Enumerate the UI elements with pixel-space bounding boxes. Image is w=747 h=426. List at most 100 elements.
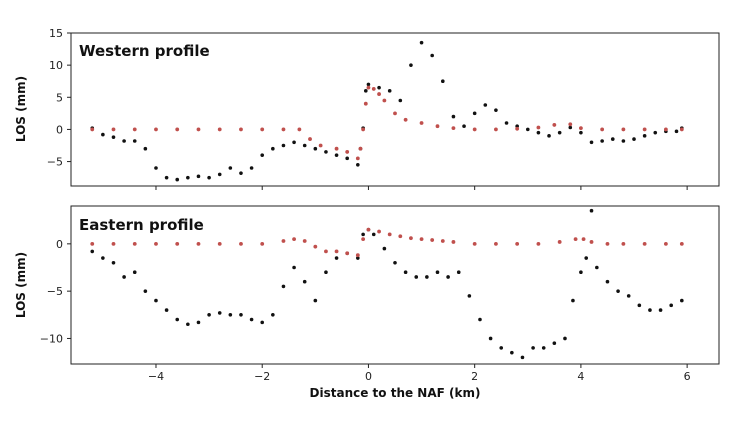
panel-western-observed-point	[419, 40, 424, 45]
panel-eastern-model-point	[663, 241, 668, 246]
panel-western-model-point	[355, 156, 360, 161]
panel-eastern-model-point	[679, 241, 684, 246]
x-tick-label: −4	[148, 370, 164, 383]
panel-eastern-observed-point	[589, 208, 594, 213]
panel-eastern-model-point	[589, 240, 594, 244]
x-tick-label: 2	[471, 370, 478, 383]
panel-western-observed-point	[366, 82, 371, 87]
panel-eastern-observed-point	[571, 298, 575, 303]
panel-eastern-observed-point	[154, 298, 158, 303]
panel-eastern-observed-point	[531, 346, 535, 350]
panel-eastern-observed-point	[371, 232, 376, 237]
panel-eastern-model-point	[154, 241, 158, 246]
panel-eastern-y-tick-label: −5	[47, 285, 63, 298]
panel-eastern-model-point	[355, 253, 360, 258]
panel-eastern-observed-point	[361, 232, 365, 237]
panel-eastern-observed-point	[595, 265, 599, 270]
panel-western-observed-point	[260, 153, 265, 157]
panel-eastern-model-point	[536, 241, 541, 246]
panel-eastern-observed-point	[605, 279, 610, 284]
panel-eastern-observed-point	[478, 317, 482, 322]
panel-western-model-point	[515, 126, 520, 131]
panel-eastern-observed-point	[382, 246, 387, 251]
panel-western-observed-point	[536, 130, 541, 135]
panel-western-model-point	[435, 124, 440, 129]
panel-eastern-observed-point	[403, 270, 408, 275]
panel-eastern-observed-point	[249, 317, 254, 322]
panel-western-observed-point	[164, 175, 169, 180]
panel-eastern-observed-point	[467, 294, 472, 298]
panel-western-ylabel: LOS (mm)	[14, 76, 28, 142]
panel-eastern-observed-point	[90, 249, 95, 254]
panel-western-model-point	[568, 122, 573, 127]
panel-western-model-point	[621, 127, 626, 132]
panel-western-model-point	[600, 127, 605, 132]
panel-eastern-model-point	[377, 229, 381, 234]
panel-eastern-observed-series	[90, 208, 684, 360]
panel-western-observed-point	[568, 125, 573, 130]
panel-western-y-tick-label: −5	[47, 156, 63, 169]
panel-western-observed-point	[653, 130, 658, 135]
panel-western-y-tick-label: 15	[49, 27, 63, 40]
panel-western-observed-point	[579, 130, 583, 135]
panel-eastern-observed-point	[143, 289, 148, 293]
panel-eastern-model-point	[196, 241, 201, 246]
panel-western-observed-point	[249, 166, 254, 170]
panel-eastern: Eastern profile LOS (mm) −10 −5 0 −4 −2 0 2 4 6	[14, 205, 720, 383]
panel-eastern-observed-point	[456, 270, 461, 275]
panel-western-observed-point	[122, 139, 126, 143]
panel-eastern-model-point	[398, 234, 403, 239]
panel-eastern-model-point	[90, 241, 95, 246]
panel-eastern-model-point	[581, 237, 586, 242]
panel-eastern-model-point	[557, 240, 562, 244]
panel-western-observed-point	[271, 146, 275, 151]
panel-western-model-point	[419, 121, 424, 125]
x-axis-label: Distance to the NAF (km)	[310, 386, 481, 400]
panel-eastern-model-point	[494, 241, 498, 246]
panel-eastern-observed-point	[446, 275, 450, 279]
panel-eastern-model-point	[132, 241, 137, 246]
panel-eastern-y-ticks: −10 −5 0	[40, 238, 71, 345]
panel-eastern-model-point	[111, 241, 116, 246]
panel-eastern-observed-point	[239, 313, 243, 317]
panel-western-observed-point	[228, 166, 233, 170]
panel-western-observed-point	[292, 140, 296, 145]
panel-western-x-ticks	[155, 186, 688, 190]
panel-eastern-observed-point	[669, 303, 673, 308]
panel-western-observed-point	[642, 134, 647, 138]
panel-western-model-point	[382, 98, 387, 103]
panel-western-observed-point	[111, 135, 116, 139]
panel-western-frame	[70, 32, 720, 187]
panel-western-observed-point	[207, 175, 211, 180]
panel-eastern-model-series	[90, 227, 684, 258]
panel-eastern-observed-point	[324, 270, 328, 275]
panel-eastern-x-ticks: −4 −2 0 2 4 6	[148, 364, 691, 383]
panel-western-model-point	[451, 126, 456, 131]
panel-western-observed-point	[462, 124, 466, 129]
panel-eastern-observed-point	[207, 313, 211, 317]
panel-western-observed-point	[356, 162, 360, 167]
panel-eastern-observed-point	[271, 313, 275, 317]
panel-western-observed-point	[334, 153, 339, 157]
panel-western-observed-point	[589, 140, 594, 145]
panel-western-model-point	[318, 143, 323, 148]
panel-eastern-model-point	[387, 232, 392, 237]
panel-eastern-observed-point	[579, 270, 583, 275]
panel-eastern-model-point	[366, 227, 371, 232]
panel-eastern-observed-point	[563, 336, 567, 341]
panel-western-observed-point	[632, 137, 636, 141]
x-tick-label: −2	[254, 370, 270, 383]
panel-western-observed-point	[674, 129, 679, 134]
panel-western-observed-point	[143, 146, 148, 151]
panel-western-observed-point	[441, 79, 445, 84]
panel-eastern-model-point	[515, 241, 520, 246]
panel-western-model-point	[297, 127, 302, 132]
panel-eastern-model-point	[430, 238, 435, 242]
panel-western-observed-point	[525, 127, 530, 132]
panel-western-y-ticks: −5 0 5 10 15	[47, 27, 71, 169]
panel-eastern-observed-point	[414, 275, 419, 279]
panel-western-observed-point	[483, 103, 488, 107]
panel-eastern-observed-point	[164, 308, 169, 312]
panel-eastern-observed-point	[132, 270, 137, 275]
panel-western-observed-point	[409, 63, 413, 67]
